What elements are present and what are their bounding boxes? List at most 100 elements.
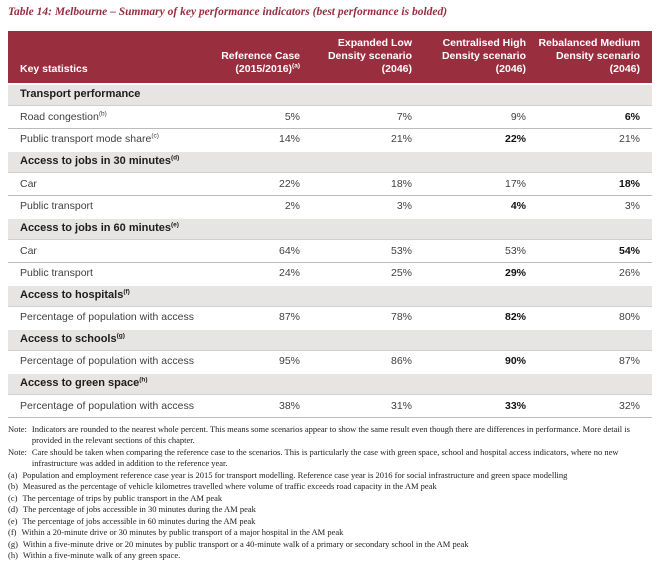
note-label: Note: (8, 446, 27, 457)
value-cell: 26% (538, 262, 652, 286)
row-label: Percentage of population with access (8, 350, 195, 374)
section-header-label: Access to schools(g) (8, 328, 652, 351)
value-cell: 31% (312, 394, 424, 418)
note-item: Note: Care should be taken when comparing… (8, 447, 652, 470)
value-cell-best: 18% (538, 172, 652, 196)
note-label: (e) (8, 515, 18, 526)
value-cell: 24% (195, 262, 312, 286)
value-cell: 21% (538, 128, 652, 152)
row-label-text: Car (20, 177, 37, 190)
note-label: (g) (8, 538, 18, 549)
table-row: Road congestion(b) 5% 7% 9% 6% (8, 105, 652, 129)
value-cell: 18% (312, 172, 424, 196)
note-item: (h) Within a five-minute walk of any gree… (8, 550, 652, 562)
value-cell: 32% (538, 394, 652, 418)
note-item: (f) Within a 20-minute drive or 30 minute… (8, 527, 652, 539)
value-cell: 21% (312, 128, 424, 152)
footnote-marker: (b) (98, 110, 107, 117)
row-label-text: Car (20, 244, 37, 257)
note-text: Within a five-minute drive or 20 minutes… (22, 538, 469, 549)
note-item: (e) The percentage of jobs accessible in … (8, 516, 652, 528)
value-cell: 78% (312, 306, 424, 330)
section-label-text: Access to hospitals (20, 289, 124, 302)
value-cell: 22% (195, 172, 312, 196)
note-label: Note: (8, 423, 27, 434)
value-cell: 3% (312, 195, 424, 219)
section-header-row: Transport performance (8, 83, 652, 106)
note-label: (d) (8, 504, 18, 514)
table-row: Car 64% 53% 53% 54% (8, 239, 652, 263)
row-label-text: Percentage of population with access (20, 311, 194, 324)
column-header-label: Centralised High Density scenario (2046) (441, 37, 526, 75)
row-label-text: Public transport mode share (20, 133, 152, 146)
section-header-label: Transport performance (8, 83, 652, 106)
value-cell-best: 33% (424, 394, 538, 418)
row-label: Percentage of population with access (8, 394, 195, 418)
row-label: Car (8, 172, 195, 196)
value-cell: 95% (195, 350, 312, 374)
column-header-label: Rebalanced Medium Density scenario (2046… (538, 37, 640, 75)
note-label: (c) (8, 492, 18, 503)
section-header-row: Access to jobs in 30 minutes(d) (8, 150, 652, 173)
footnote-marker: (c) (151, 132, 159, 140)
row-label: Road congestion(b) (8, 105, 195, 129)
note-item: (c) The percentage of trips by public tra… (8, 493, 652, 505)
value-cell: 87% (195, 306, 312, 330)
section-label-text: Access to jobs in 60 minutes (20, 222, 171, 235)
row-label-text: Public transport (20, 267, 93, 280)
value-cell: 64% (195, 239, 312, 263)
value-cell: 38% (195, 394, 312, 418)
value-cell: 17% (424, 172, 538, 196)
value-cell: 5% (195, 105, 312, 129)
value-cell: 14% (195, 128, 312, 152)
footnote-marker: (h) (139, 376, 148, 384)
table-row: Percentage of population with access 87% 7… (8, 306, 652, 330)
table-row: Percentage of population with access 38% 3… (8, 394, 652, 418)
section-header-row: Access to jobs in 60 minutes(e) (8, 217, 652, 240)
value-cell: 7% (312, 105, 424, 129)
section-header-label: Access to jobs in 60 minutes(e) (8, 217, 652, 240)
note-label: (a) (8, 469, 18, 480)
value-cell: 53% (424, 239, 538, 263)
footnote-marker: (f) (123, 288, 130, 296)
note-text: Within a 20-minute drive or 30 minutes b… (21, 527, 344, 537)
column-header-label: Reference Case (2015/2016) (221, 50, 300, 75)
section-header-row: Access to schools(g) (8, 328, 652, 351)
note-text: Population and employment reference case… (22, 469, 568, 480)
note-item: Note: Indicators are rounded to the neare… (8, 424, 652, 447)
note-item: (a) Population and employment reference c… (8, 470, 652, 482)
note-text: The percentage of jobs accessible in 30 … (22, 504, 256, 514)
value-cell-best: 82% (424, 306, 538, 330)
value-cell: 53% (312, 239, 424, 263)
row-label-text: Percentage of population with access (20, 355, 194, 368)
value-cell: 9% (424, 105, 538, 129)
value-cell: 80% (538, 306, 652, 330)
section-header-row: Access to hospitals(f) (8, 284, 652, 307)
section-label-text: Access to green space (20, 377, 140, 390)
footnote-marker: (e) (171, 221, 179, 229)
table-header-row: Key statistics Reference Case (2015/2016… (8, 31, 652, 84)
footnote-marker: (d) (171, 154, 180, 162)
row-label: Public transport mode share(c) (8, 128, 195, 152)
note-text: The percentage of jobs accessible in 60 … (22, 515, 256, 526)
table-row: Car 22% 18% 17% 18% (8, 172, 652, 196)
note-item: (g) Within a five-minute drive or 20 minu… (8, 539, 652, 551)
section-header-label: Access to green space(h) (8, 372, 652, 395)
note-text: Care should be taken when comparing the … (31, 446, 619, 469)
value-cell: 2% (195, 195, 312, 219)
value-cell-best: 4% (424, 195, 538, 219)
table-row: Public transport 2% 3% 4% 3% (8, 195, 652, 219)
section-label-text: Access to jobs in 30 minutes (20, 155, 171, 168)
column-header-expanded-low-density: Expanded Low Density scenario (2046) (312, 31, 424, 84)
row-label: Public transport (8, 195, 195, 219)
value-cell: 86% (312, 350, 424, 374)
note-text: Measured as the percentage of vehicle ki… (22, 481, 437, 491)
note-label: (f) (8, 527, 17, 537)
value-cell: 3% (538, 195, 652, 219)
notes-section: Note: Indicators are rounded to the neare… (8, 424, 652, 562)
kpi-table: Key statistics Reference Case (2015/2016… (8, 31, 652, 418)
section-label-text: Transport performance (20, 88, 141, 101)
value-cell-best: 90% (424, 350, 538, 374)
value-cell-best: 29% (424, 262, 538, 286)
note-label: (b) (8, 481, 18, 491)
